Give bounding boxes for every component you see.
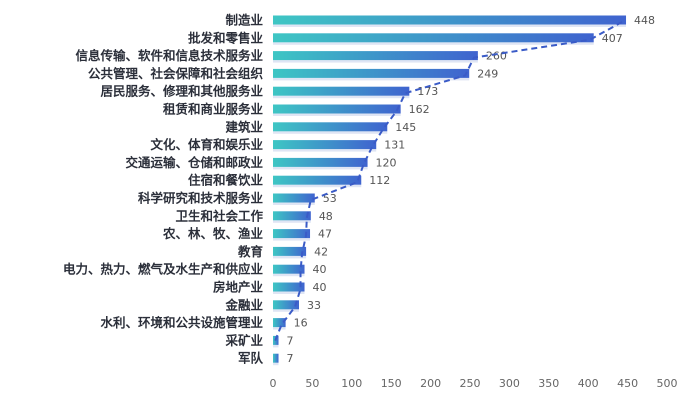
bar-shadow xyxy=(273,42,594,45)
bar-shadow xyxy=(273,149,377,152)
bar xyxy=(273,157,368,167)
bar xyxy=(273,229,311,239)
trend-line xyxy=(273,21,623,343)
category-label: 公共管理、社会保障和社会组织 xyxy=(88,66,264,81)
data-label: 173 xyxy=(417,85,438,98)
bar-shadow xyxy=(273,255,307,259)
bar xyxy=(273,318,286,328)
bar xyxy=(273,51,478,61)
data-label: 33 xyxy=(307,299,321,312)
x-tick-label: 300 xyxy=(499,377,520,390)
bar-shadow xyxy=(273,220,311,223)
bar xyxy=(273,353,279,363)
data-label: 42 xyxy=(314,245,328,258)
category-label: 租赁和商业服务业 xyxy=(163,102,264,117)
bar xyxy=(273,68,470,78)
x-tick-label: 200 xyxy=(420,377,441,390)
bar-shadow xyxy=(273,309,300,312)
data-label: 16 xyxy=(294,317,308,330)
data-label: 7 xyxy=(287,352,294,365)
bar xyxy=(273,33,594,43)
category-label: 采矿业 xyxy=(224,333,263,348)
category-label: 文化、体育和娱乐业 xyxy=(150,137,263,152)
x-tick-label: 0 xyxy=(270,377,277,390)
bar-shadow xyxy=(273,95,410,99)
data-label: 249 xyxy=(477,67,498,80)
bar xyxy=(273,246,307,256)
category-label: 居民服务、修理和其他服务业 xyxy=(100,84,263,99)
bar-shadow xyxy=(273,166,368,170)
bar-shadow xyxy=(273,273,305,277)
category-label: 房地产业 xyxy=(213,280,264,295)
bar-shadow xyxy=(273,113,401,116)
data-label: 40 xyxy=(313,263,327,276)
category-label: 军队 xyxy=(238,351,264,366)
bar-shadow xyxy=(273,202,315,205)
bar-shadow xyxy=(273,238,311,241)
data-label: 7 xyxy=(287,334,294,347)
x-tick-label: 500 xyxy=(657,377,678,390)
category-label: 电力、热力、燃气及水生产和供应业 xyxy=(63,262,264,277)
category-label: 交通运输、仓储和邮政业 xyxy=(125,155,263,170)
data-label: 260 xyxy=(486,50,507,63)
bar xyxy=(273,282,305,292)
bar xyxy=(273,264,305,274)
category-label: 批发和零售业 xyxy=(188,30,264,45)
bar-shadow xyxy=(273,24,627,27)
x-tick-label: 50 xyxy=(305,377,319,390)
data-label: 40 xyxy=(313,281,327,294)
x-tick-label: 100 xyxy=(341,377,362,390)
bar xyxy=(273,175,362,185)
bar-shadow xyxy=(273,362,279,366)
category-label: 科学研究和技术服务业 xyxy=(138,191,264,206)
bar-shadow xyxy=(273,131,388,134)
category-label: 卫生和社会工作 xyxy=(175,208,263,223)
bar xyxy=(273,86,410,96)
data-label: 112 xyxy=(369,174,390,187)
category-label: 制造业 xyxy=(225,13,263,28)
data-label: 48 xyxy=(319,210,333,223)
bar-shadow xyxy=(273,291,305,294)
data-label: 407 xyxy=(602,32,623,45)
bar xyxy=(273,104,401,114)
bar-shadow xyxy=(273,184,362,188)
category-label: 信息传输、软件和信息技术服务业 xyxy=(75,48,263,63)
bar xyxy=(273,140,377,150)
bar-shadow xyxy=(273,344,279,348)
x-tick-label: 400 xyxy=(578,377,599,390)
data-label: 131 xyxy=(384,139,405,152)
x-tick-label: 450 xyxy=(617,377,638,390)
x-tick-label: 150 xyxy=(381,377,402,390)
data-label: 47 xyxy=(318,228,332,241)
category-label: 住宿和餐饮业 xyxy=(188,173,264,188)
category-label: 教育 xyxy=(237,244,264,259)
category-label: 水利、环境和公共设施管理业 xyxy=(100,315,263,330)
data-label: 162 xyxy=(409,103,430,116)
data-label: 448 xyxy=(634,14,655,27)
category-label: 建筑业 xyxy=(225,119,263,134)
bar xyxy=(273,15,627,25)
data-label: 53 xyxy=(323,192,337,205)
bar xyxy=(273,300,300,310)
x-tick-label: 350 xyxy=(538,377,559,390)
data-label: 145 xyxy=(395,121,416,134)
bar-shadow xyxy=(273,77,470,81)
category-label: 农、林、牧、渔业 xyxy=(162,226,264,241)
data-label: 120 xyxy=(376,156,397,169)
bar xyxy=(273,193,315,203)
bar-shadow xyxy=(273,60,478,63)
category-label: 金融业 xyxy=(224,297,263,312)
bar xyxy=(273,211,311,221)
x-tick-label: 250 xyxy=(460,377,481,390)
bar xyxy=(273,122,388,132)
